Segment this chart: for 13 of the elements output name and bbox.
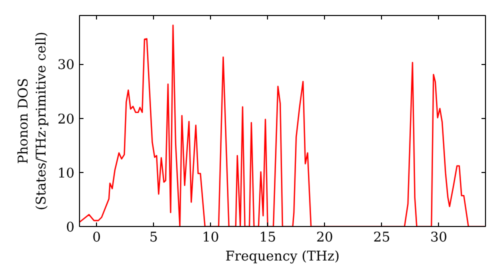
y-tick-label: 0	[66, 220, 75, 236]
x-tick-label: 30	[430, 230, 448, 246]
y-tick-label: 30	[58, 58, 75, 74]
x-tick-label: 15	[259, 230, 276, 246]
y-axis-title: Phonon DOS (States/THz·primitive cell)	[16, 32, 50, 210]
x-tick-label: 25	[373, 230, 390, 246]
x-tick-label: 10	[202, 230, 220, 246]
x-tick-label: 20	[316, 230, 334, 246]
x-tick-label: 0	[92, 230, 101, 246]
x-axis-title: Frequency (THz)	[225, 250, 340, 264]
x-tick-label: 5	[149, 230, 158, 246]
y-tick-label: 10	[58, 166, 75, 182]
y-tick-label: 20	[58, 112, 75, 128]
